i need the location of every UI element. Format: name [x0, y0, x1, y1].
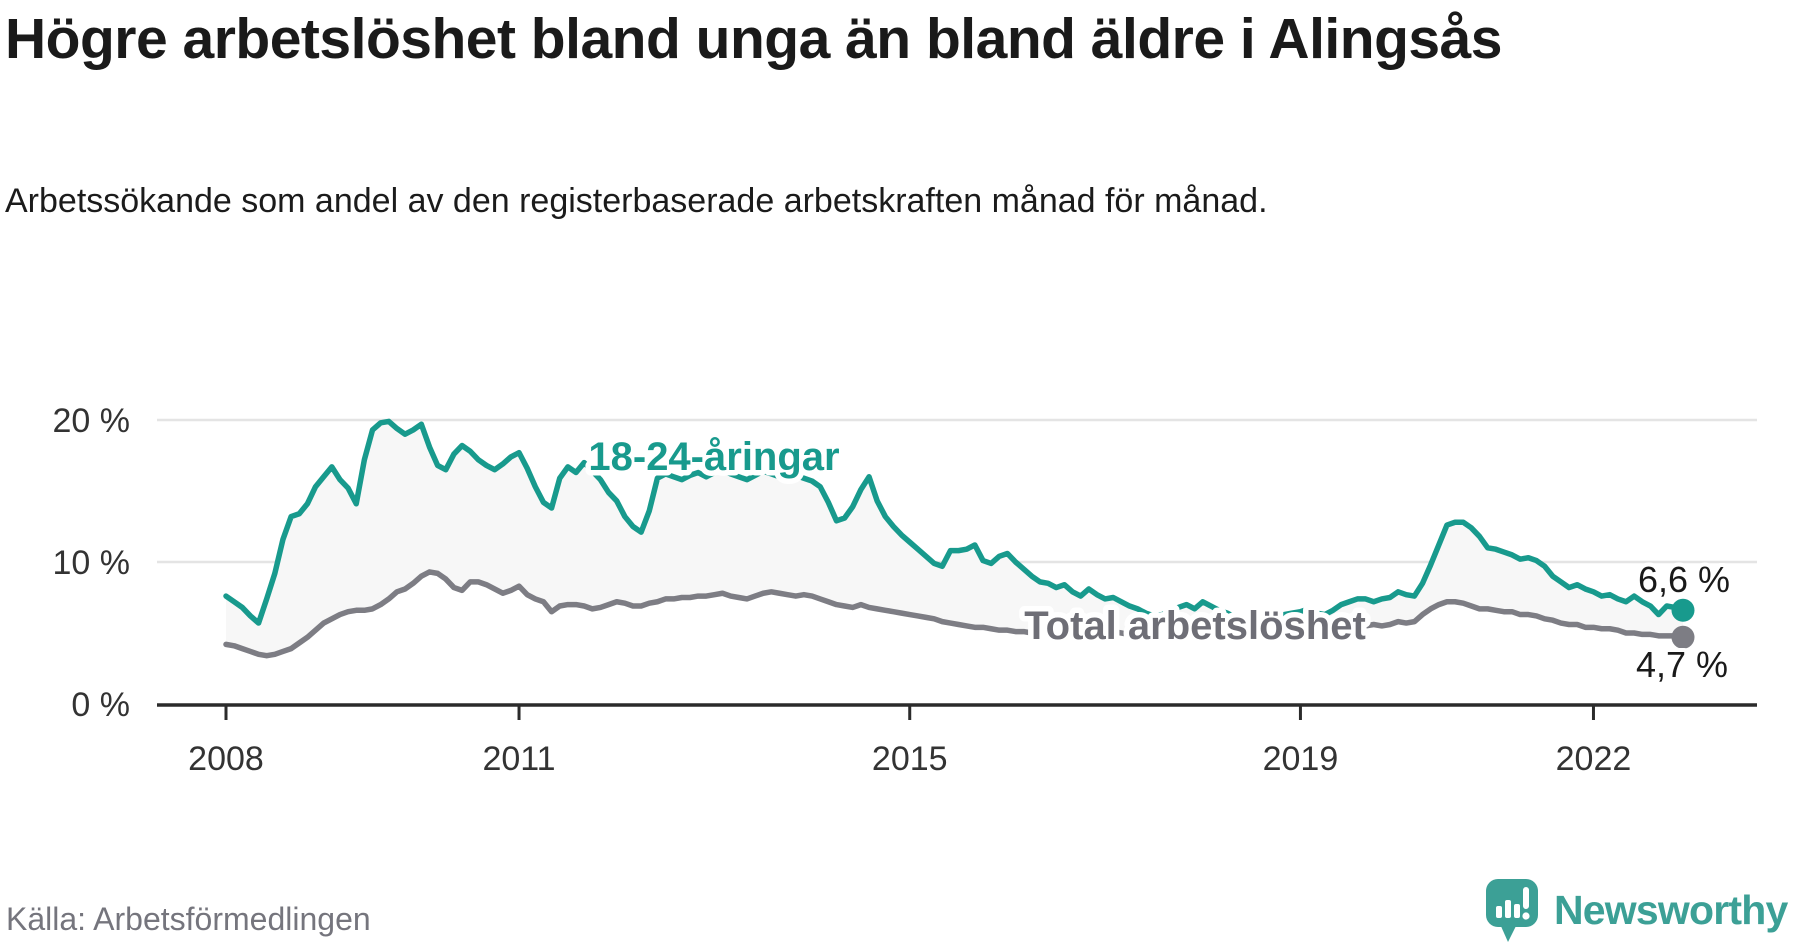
newsworthy-logo: Newsworthy — [1484, 876, 1788, 944]
x-tick-label-2011: 2011 — [482, 740, 555, 778]
y-tick-label-10: 10 % — [53, 544, 131, 582]
x-tick-label-2015: 2015 — [872, 740, 948, 778]
series-label-total: Total arbetslöshet — [1024, 604, 1366, 648]
x-tick-label-2022: 2022 — [1556, 740, 1632, 778]
end-dot-youth — [1671, 598, 1695, 622]
page-title: Högre arbetslöshet bland unga än bland ä… — [5, 7, 1503, 71]
newsworthy-logo-icon — [1486, 879, 1538, 942]
y-tick-label-0: 0 % — [71, 686, 130, 724]
line-18-24-aringar — [223, 418, 1686, 626]
line-total-arbetsloshet — [223, 569, 1686, 659]
band-area — [226, 421, 1683, 656]
source-note: Källa: Arbetsförmedlingen — [6, 901, 371, 937]
end-value-youth: 6,6 % — [1638, 559, 1730, 600]
x-tick-label-2019: 2019 — [1263, 740, 1339, 778]
newsworthy-logo-text: Newsworthy — [1554, 886, 1788, 933]
chart-subtitle: Arbetssökande som andel av den registerb… — [5, 182, 1268, 220]
x-tick-label-2008: 2008 — [188, 740, 264, 778]
end-value-total: 4,7 % — [1636, 644, 1728, 685]
y-tick-label-20: 20 % — [53, 402, 131, 440]
end-dot-total — [1671, 625, 1695, 649]
series-label-youth: 18-24-åringar — [588, 435, 839, 479]
